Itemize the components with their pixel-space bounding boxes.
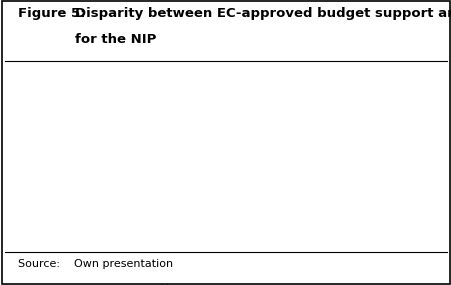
Bar xyxy=(350,150,359,180)
Bar xyxy=(285,132,295,150)
Bar xyxy=(204,150,214,152)
Text: for the NIP: for the NIP xyxy=(74,33,156,46)
Bar xyxy=(236,150,246,165)
Bar xyxy=(107,143,116,150)
Bar xyxy=(317,91,327,150)
Bar xyxy=(301,140,311,150)
Bar xyxy=(91,150,101,169)
Text: Disparity between EC-approved budget support and allocations: Disparity between EC-approved budget sup… xyxy=(74,7,451,20)
Bar xyxy=(220,150,230,161)
Bar xyxy=(123,150,133,162)
Bar xyxy=(58,150,68,152)
Bar xyxy=(414,150,424,208)
Bar xyxy=(156,150,165,184)
Bar xyxy=(171,150,181,161)
Bar xyxy=(366,150,375,180)
Y-axis label: Disparity in €million: Disparity in €million xyxy=(12,98,22,203)
Bar xyxy=(188,150,198,163)
Bar xyxy=(269,150,278,190)
Text: Figure 5:: Figure 5: xyxy=(18,7,85,20)
Text: Source:    Own presentation: Source: Own presentation xyxy=(18,258,173,269)
Bar xyxy=(382,150,391,205)
Bar xyxy=(139,150,149,159)
Bar xyxy=(430,129,440,150)
Bar xyxy=(253,146,262,150)
Bar xyxy=(333,140,343,150)
Bar xyxy=(74,150,84,169)
Bar xyxy=(398,99,408,150)
